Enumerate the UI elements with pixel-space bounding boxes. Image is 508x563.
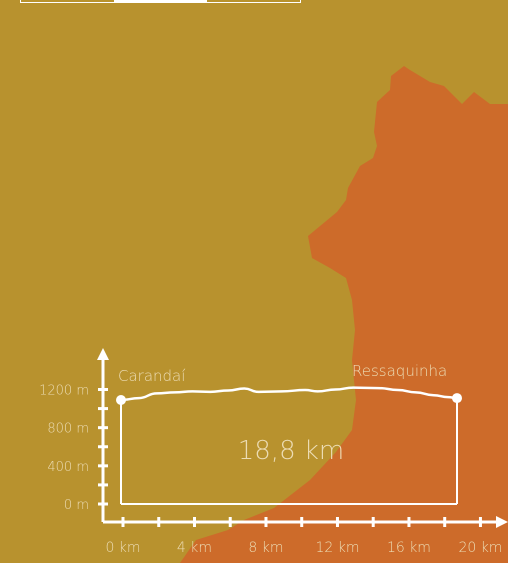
x-tick-label: 8 km [248,540,283,556]
y-tick-label: 800 m [47,422,89,437]
elevation-line [120,386,458,402]
y-tick-label: 400 m [47,460,89,475]
start-point-label: Carandaí [118,367,186,385]
elevation-chart: 0 m 400 m 800 m 1200 m 0 km 4 km 8 km 12 km 16 k… [39,348,508,556]
region-shape [180,66,508,563]
x-axis-arrow [496,516,508,528]
x-tick-label: 0 km [105,540,140,556]
tab-strip [20,0,301,3]
distance-label: 18,8 km [238,436,345,466]
y-tick-label: 1200 m [39,384,89,399]
end-point-marker [452,393,462,404]
tab-segment-2[interactable] [114,0,207,2]
x-tick-label: 12 km [315,540,359,556]
end-point-label: Ressaquinha [352,362,447,380]
y-tick-label: 0 m [64,498,89,513]
x-tick-label: 20 km [458,540,502,556]
start-point-marker [116,394,126,405]
x-tick-label: 16 km [387,540,431,556]
x-tick-label: 4 km [177,540,212,556]
y-axis-arrow [97,348,109,360]
